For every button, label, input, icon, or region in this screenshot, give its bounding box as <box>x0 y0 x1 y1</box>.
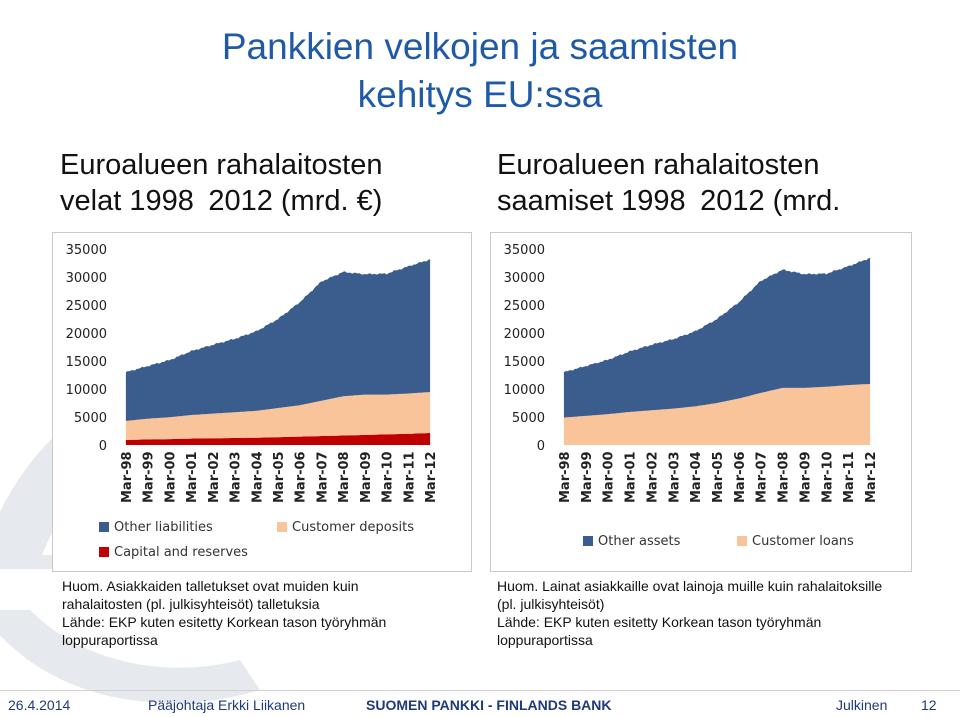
x-tick-label: Mar-07 <box>755 451 770 503</box>
x-tick-label: Mar-06 <box>733 451 748 503</box>
x-tick-label: Mar-09 <box>359 451 374 503</box>
x-tick-label: Mar-00 <box>602 451 617 503</box>
area-series-capital-and-reserves <box>125 433 431 445</box>
left-note: Huom. Asiakkaiden talletukset ovat muide… <box>62 577 482 649</box>
x-tick-label: Mar-10 <box>820 451 835 503</box>
x-tick-label: Mar-98 <box>558 451 573 503</box>
footer-divider <box>0 690 960 691</box>
legend-swatch <box>583 536 593 546</box>
legend-label: Customer deposits <box>292 520 414 535</box>
footer-presenter: Pääjohtaja Erkki Liikanen <box>148 697 306 713</box>
slide-title-line1: Pankkien velkojen ja saamisten <box>221 26 739 67</box>
footer-organization: SUOMEN PANKKI - FINLANDS BANK <box>366 697 612 713</box>
y-tick-label: 10000 <box>504 383 545 398</box>
legend-swatch <box>99 522 109 532</box>
x-tick-label: Mar-11 <box>402 451 417 503</box>
y-tick-label: 15000 <box>504 355 545 370</box>
x-tick-label: Mar-05 <box>711 451 726 503</box>
right-note: Huom. Lainat asiakkaille ovat lainoja mu… <box>497 577 947 649</box>
left-note-line: Lähde: EKP kuten esitetty Korkean tason … <box>62 614 387 630</box>
legend-label: Other assets <box>598 534 681 549</box>
x-tick-label: Mar-05 <box>272 451 287 503</box>
footer-classification: Julkinen <box>836 697 888 713</box>
x-tick-label: Mar-99 <box>580 451 595 503</box>
y-tick-label: 25000 <box>504 299 545 314</box>
assets-chart-panel: 0 5000 10000 15000 20000 25000 30000 35000 Mar-9… <box>490 232 912 572</box>
area-series-other-liabilities <box>125 259 431 421</box>
right-note-line: (pl. julkisyhteisöt) <box>497 596 605 612</box>
left-heading-line1: Euroalueen rahalaitosten <box>60 149 383 181</box>
legend-swatch <box>737 536 747 546</box>
area-series-other-assets <box>563 257 871 418</box>
left-note-line: rahalaitosten (pl. julkisyhteisöt) talle… <box>62 596 320 612</box>
x-tick-label: Mar-08 <box>337 451 352 503</box>
x-tick-label: Mar-98 <box>120 451 135 503</box>
footer-date: 26.4.2014 <box>8 697 71 713</box>
right-note-line: Lähde: EKP kuten esitetty Korkean tason … <box>497 614 822 630</box>
legend-swatch <box>99 547 109 557</box>
y-tick-label: 25000 <box>66 299 107 314</box>
x-tick-label: Mar-09 <box>799 451 814 503</box>
legend-swatch <box>277 522 287 532</box>
y-tick-label: 5000 <box>512 411 545 426</box>
right-note-line: loppuraportissa <box>497 632 593 648</box>
x-tick-label: Mar-01 <box>624 451 639 503</box>
x-tick-label: Mar-10 <box>381 451 396 503</box>
left-note-line: Huom. Asiakkaiden talletukset ovat muide… <box>62 578 359 594</box>
x-tick-label: Mar-02 <box>645 451 660 503</box>
y-tick-label: 0 <box>99 439 107 454</box>
x-tick-label: Mar-06 <box>294 451 309 503</box>
legend-label: Other liabilities <box>114 520 213 535</box>
x-tick-label: Mar-07 <box>316 451 331 503</box>
assets-chart: 0 5000 10000 15000 20000 25000 30000 35000 Mar-9… <box>504 243 879 549</box>
right-note-line: Huom. Lainat asiakkaille ovat lainoja mu… <box>497 578 883 594</box>
area-series-customer-deposits <box>125 392 431 440</box>
y-tick-label: 15000 <box>66 355 107 370</box>
liabilities-chart-panel: 0 5000 10000 15000 20000 25000 30000 35000 Mar-9… <box>52 232 472 572</box>
x-tick-label: Mar-02 <box>207 451 222 503</box>
x-tick-label: Mar-12 <box>864 451 879 503</box>
y-tick-label: 0 <box>537 439 545 454</box>
legend-label: Capital and reserves <box>114 545 248 560</box>
x-tick-label: Mar-03 <box>667 451 682 503</box>
x-tick-label: Mar-04 <box>250 451 265 503</box>
y-tick-label: 30000 <box>66 271 107 286</box>
x-tick-label: Mar-04 <box>689 451 704 503</box>
y-tick-label: 35000 <box>66 243 107 258</box>
left-heading: Euroalueen rahalaitosten velat 1998 2012… <box>60 147 382 219</box>
x-tick-label: Mar-11 <box>842 451 857 503</box>
y-tick-label: 20000 <box>66 327 107 342</box>
y-tick-label: 10000 <box>66 383 107 398</box>
x-tick-label: Mar-03 <box>229 451 244 503</box>
y-tick-label: 30000 <box>504 271 545 286</box>
x-tick-label: Mar-08 <box>777 451 792 503</box>
right-heading-line1: Euroalueen rahalaitosten <box>497 149 820 181</box>
left-note-line: loppuraportissa <box>62 632 158 648</box>
y-tick-label: 20000 <box>504 327 545 342</box>
y-tick-label: 5000 <box>74 411 107 426</box>
x-tick-label: Mar-01 <box>185 451 200 503</box>
legend-label: Customer loans <box>752 534 854 549</box>
liabilities-chart: 0 5000 10000 15000 20000 25000 30000 35000 Mar-9… <box>66 243 439 560</box>
footer-page-number: 12 <box>921 697 937 713</box>
x-tick-label: Mar-00 <box>163 451 178 503</box>
x-tick-label: Mar-12 <box>424 451 439 503</box>
right-heading: Euroalueen rahalaitosten saamiset 1998 2… <box>497 147 840 219</box>
y-tick-label: 35000 <box>504 243 545 258</box>
right-heading-line2: saamiset 1998 2012 (mrd. <box>497 185 841 217</box>
left-heading-line2: velat 1998 2012 (mrd. €) <box>60 185 383 217</box>
area-series-customer-loans <box>563 384 871 445</box>
slide-title-line2: kehitys EU:ssa <box>357 74 603 115</box>
x-tick-label: Mar-99 <box>142 451 157 503</box>
